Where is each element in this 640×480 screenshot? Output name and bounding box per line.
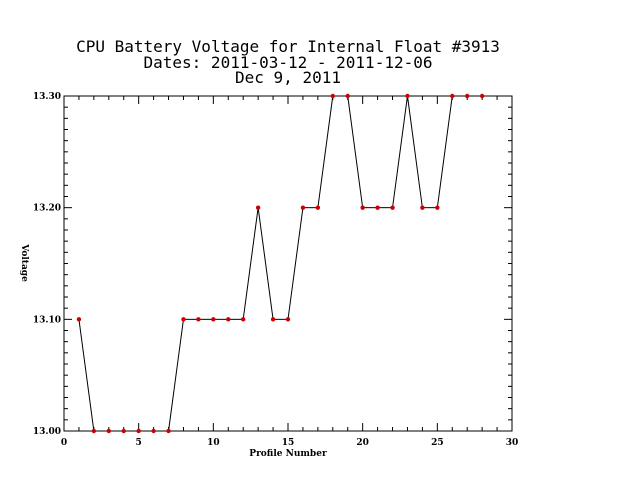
y-tick-label: 13.30 (33, 92, 61, 102)
data-point (226, 317, 231, 322)
data-point (300, 205, 306, 210)
series-line-segment (406, 95, 423, 208)
data-point (121, 428, 126, 434)
data-point (91, 428, 97, 434)
data-point (255, 205, 261, 210)
data-point (211, 317, 216, 322)
axis-tick-labels: 0 5 10 15 20 25 30 13.00 13.10 13.20 13.30 (33, 92, 518, 448)
data-point (405, 93, 410, 99)
series-line-segment (317, 95, 334, 208)
axis-ticks (63, 95, 513, 432)
x-tick-label: 5 (136, 438, 142, 448)
plot-frame (63, 95, 513, 432)
x-tick-label: 0 (61, 438, 67, 448)
y-tick-label: 13.10 (33, 315, 61, 325)
data-point (136, 428, 141, 434)
data-point (76, 317, 82, 322)
chart-title: CPU Battery Voltage for Internal Float #… (76, 37, 500, 87)
data-point (390, 205, 395, 210)
data-point (360, 205, 365, 210)
data-point (270, 317, 276, 322)
y-tick-label: 13.20 (33, 204, 61, 214)
y-axis-label: Voltage (19, 243, 29, 282)
chart-title-line-2: Dates: 2011-03-12 - 2011-12-06 (144, 53, 433, 72)
data-point (241, 317, 246, 322)
chart-title-line-3: Dec 9, 2011 (235, 68, 341, 87)
series-line-segment (347, 95, 364, 208)
x-tick-label: 30 (506, 438, 519, 448)
data-point (479, 93, 485, 99)
x-tick-label: 20 (356, 438, 369, 448)
data-point (106, 428, 112, 434)
data-point (315, 205, 321, 210)
x-tick-label: 25 (431, 438, 444, 448)
data-point (166, 428, 171, 434)
data-point (465, 93, 470, 99)
data-point (420, 205, 425, 210)
data-point (330, 93, 335, 99)
series-points (76, 93, 485, 434)
chart-title-line-1: CPU Battery Voltage for Internal Float #… (76, 37, 500, 56)
data-point (181, 317, 186, 322)
series-line-segment (78, 319, 95, 432)
data-point (450, 93, 455, 99)
data-point (435, 205, 440, 210)
y-tick-label: 13.00 (33, 427, 61, 437)
x-tick-label: 15 (282, 438, 295, 448)
series-line-segment (392, 95, 408, 208)
data-point (375, 205, 380, 210)
series-line-segment (436, 95, 453, 208)
series-line-segment (168, 319, 184, 432)
data-point (196, 317, 201, 322)
x-axis-label: Profile Number (249, 449, 327, 459)
series-line-segment (257, 207, 274, 320)
series-line-segment (242, 207, 259, 320)
series-lines (78, 95, 483, 432)
data-point (285, 317, 291, 322)
data-point (345, 93, 350, 99)
data-point (151, 428, 156, 434)
x-tick-label: 10 (207, 438, 220, 448)
series-line-segment (287, 207, 304, 320)
